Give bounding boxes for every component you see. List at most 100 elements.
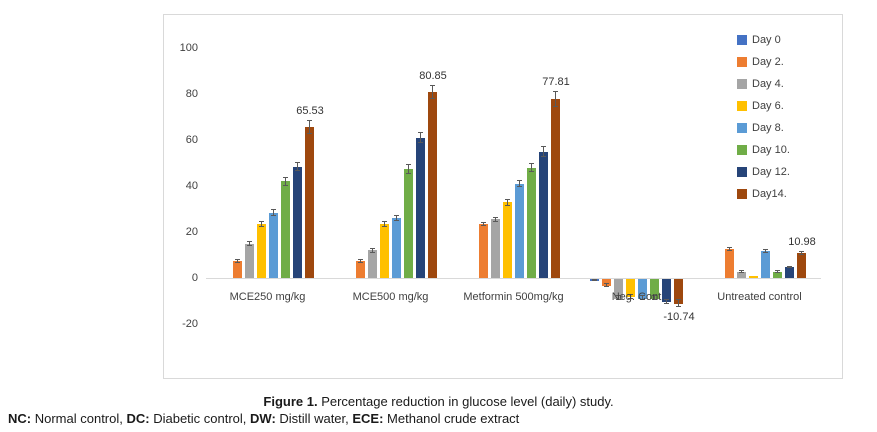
legend-item: Day 2. <box>737 51 790 73</box>
legend-item: Day 0 <box>737 29 790 51</box>
bar-day2-group4 <box>602 279 611 286</box>
legend-swatch <box>737 79 747 89</box>
error-bar-cap-top <box>271 209 276 211</box>
y-axis-tick-label: 100 <box>179 42 198 54</box>
error-bar-cap-top <box>370 248 375 250</box>
bar-day4-group3 <box>491 219 500 278</box>
error-bar-cap-bottom <box>394 219 399 221</box>
error-bar-cap-bottom <box>529 170 534 172</box>
bar-day4-group2 <box>368 250 377 278</box>
error-bar-cap-top <box>652 295 657 297</box>
legend-label: Day14. <box>752 188 787 200</box>
error-bar-cap-top <box>517 180 522 182</box>
figure-caption: Figure 1. Percentage reduction in glucos… <box>0 394 877 409</box>
error-bar-cap-bottom <box>283 184 288 186</box>
error-bar-cap-top <box>739 270 744 272</box>
y-axis-tick-label: 80 <box>185 88 198 100</box>
error-bar-stem <box>432 85 433 99</box>
error-bar <box>358 258 363 263</box>
bar-chart: 100 80 60 40 20 0 -20 65.53 80.85 77.81 -10.74 10.9… <box>163 14 843 379</box>
bar-day14-group5 <box>797 252 806 278</box>
error-bar <box>664 299 669 304</box>
error-bar-cap-top <box>676 298 681 300</box>
bar-day12-group2 <box>416 137 425 278</box>
bar-day2-group2 <box>356 260 365 278</box>
error-bar <box>628 294 633 299</box>
error-bar-cap-bottom <box>418 142 423 144</box>
error-bar <box>652 295 657 300</box>
bar-day10-group5 <box>773 271 782 278</box>
error-bar <box>430 85 435 99</box>
error-bar-cap-bottom <box>592 279 597 281</box>
bar-day10-group2 <box>404 168 413 278</box>
error-bar <box>739 270 744 273</box>
error-bar-cap-bottom <box>664 302 669 304</box>
error-bar <box>763 249 768 254</box>
error-bar-stem <box>408 163 409 174</box>
abbrev-nc-text: Normal control, <box>31 411 127 426</box>
y-axis-tick-label: 20 <box>185 226 198 238</box>
figure-number: Figure 1. <box>263 394 318 409</box>
error-bar-cap-bottom <box>604 285 609 287</box>
error-bar <box>247 241 252 246</box>
error-bar <box>541 146 546 157</box>
error-bar <box>604 283 609 287</box>
legend-swatch <box>737 57 747 67</box>
error-bar-cap-bottom <box>775 271 780 273</box>
abbreviation-key: NC: Normal control, DC: Diabetic control… <box>8 411 868 426</box>
error-bar-cap-bottom <box>517 186 522 188</box>
category-label: Metformin 500mg/kg <box>463 291 564 303</box>
bar-day6-group4 <box>626 279 635 298</box>
error-bar-stem <box>666 299 667 304</box>
legend-swatch <box>737 145 747 155</box>
error-bar-cap-top <box>307 120 312 122</box>
legend-swatch <box>737 167 747 177</box>
error-bar <box>481 221 486 227</box>
legend-label: Day 6. <box>752 100 784 112</box>
legend-item: Day 8. <box>737 117 790 139</box>
error-bar-cap-bottom <box>493 221 498 223</box>
bar-day14-group2 <box>428 92 437 278</box>
bar-day6-group5 <box>749 276 758 278</box>
bar-day12-group3 <box>539 151 548 278</box>
y-axis-tick-label: 60 <box>185 134 198 146</box>
error-bar-cap-top <box>493 216 498 218</box>
error-bar-stem <box>678 298 679 307</box>
error-bar <box>493 216 498 223</box>
legend-label: Day 4. <box>752 78 784 90</box>
error-bar-cap-top <box>640 295 645 297</box>
bar-day4-group1 <box>245 243 254 278</box>
bar-day12-group4 <box>662 279 671 303</box>
error-bar-cap-top <box>283 176 288 178</box>
abbrev-nc: NC: <box>8 411 32 426</box>
error-bar <box>505 198 510 206</box>
error-bar <box>775 270 780 273</box>
error-bar-cap-top <box>481 221 486 223</box>
error-bar-stem <box>741 270 742 273</box>
error-bar-stem <box>555 90 556 108</box>
error-bar <box>787 265 792 269</box>
bar-day14-group1 <box>305 127 314 278</box>
y-axis-tick-label: -20 <box>182 318 198 330</box>
error-bar-cap-bottom <box>628 297 633 299</box>
legend-swatch <box>737 123 747 133</box>
error-bar-stem <box>249 241 250 246</box>
error-bar-stem <box>261 221 262 227</box>
data-label: 80.85 <box>419 70 447 83</box>
error-bar <box>406 163 411 174</box>
legend-label: Day 2. <box>752 56 784 68</box>
abbrev-dw: DW: <box>250 411 276 426</box>
error-bar-cap-bottom <box>382 226 387 228</box>
data-label: 77.81 <box>542 75 570 88</box>
bar-day12-group5 <box>785 266 794 278</box>
error-bar-stem <box>384 220 385 228</box>
error-bar <box>592 278 597 281</box>
error-bar-cap-top <box>406 163 411 165</box>
bar-day6-group3 <box>503 202 512 278</box>
error-bar <box>529 163 534 172</box>
abbrev-ece-text: Methanol crude extract <box>383 411 520 426</box>
error-bar-stem <box>789 265 790 269</box>
error-bar <box>283 176 288 186</box>
error-bar-cap-bottom <box>271 215 276 217</box>
error-bar-cap-top <box>295 162 300 164</box>
